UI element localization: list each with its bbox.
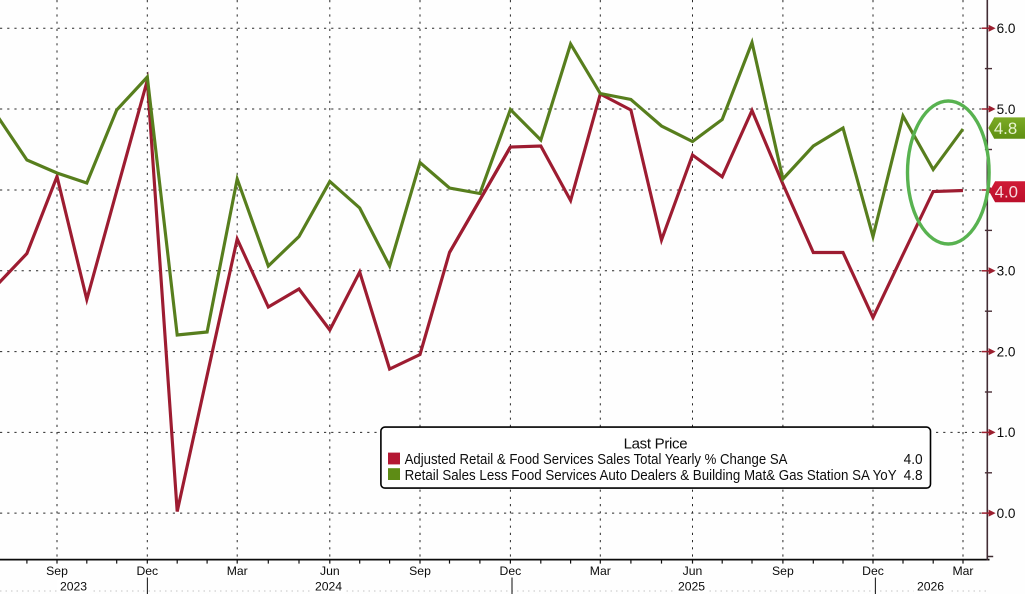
svg-text:5.0: 5.0 bbox=[997, 102, 1016, 117]
svg-text:Adjusted Retail & Food Service: Adjusted Retail & Food Services Sales To… bbox=[405, 451, 788, 468]
svg-text:Sep: Sep bbox=[409, 564, 431, 578]
svg-text:1.0: 1.0 bbox=[997, 425, 1016, 440]
svg-text:Dec: Dec bbox=[136, 564, 158, 578]
svg-text:3.0: 3.0 bbox=[997, 264, 1016, 279]
svg-text:Mar: Mar bbox=[953, 564, 974, 578]
svg-text:2025: 2025 bbox=[678, 579, 705, 593]
svg-text:Dec: Dec bbox=[862, 564, 884, 578]
svg-text:0.0: 0.0 bbox=[997, 506, 1016, 521]
svg-text:6.0: 6.0 bbox=[997, 21, 1016, 36]
svg-text:4.0: 4.0 bbox=[995, 183, 1018, 202]
svg-text:Mar: Mar bbox=[227, 564, 248, 578]
svg-text:4.0: 4.0 bbox=[904, 451, 923, 468]
svg-text:2.0: 2.0 bbox=[997, 344, 1016, 359]
svg-text:Retail Sales Less Food Service: Retail Sales Less Food Services Auto Dea… bbox=[405, 467, 897, 484]
svg-text:2024: 2024 bbox=[315, 579, 342, 593]
svg-text:4.8: 4.8 bbox=[904, 467, 923, 484]
svg-text:2023: 2023 bbox=[60, 579, 87, 593]
svg-text:Mar: Mar bbox=[590, 564, 611, 578]
svg-text:4.8: 4.8 bbox=[994, 119, 1017, 138]
svg-text:Last Price: Last Price bbox=[624, 435, 688, 452]
svg-text:Sep: Sep bbox=[772, 564, 794, 578]
svg-text:2026: 2026 bbox=[917, 579, 944, 593]
svg-text:Jun: Jun bbox=[320, 564, 340, 578]
svg-text:Jun: Jun bbox=[683, 564, 703, 578]
svg-text:Dec: Dec bbox=[500, 564, 522, 578]
svg-text:Sep: Sep bbox=[46, 564, 68, 578]
